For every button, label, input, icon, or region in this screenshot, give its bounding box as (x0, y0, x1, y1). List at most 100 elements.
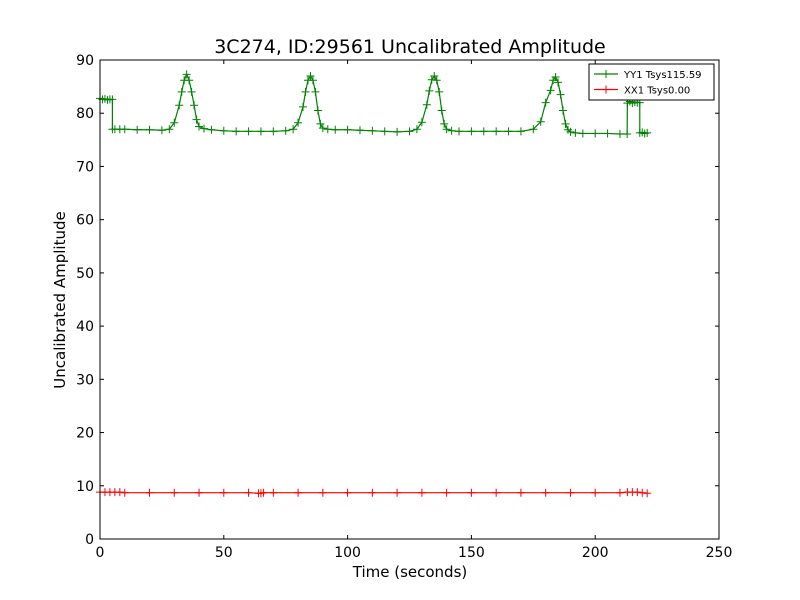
x-axis-label: Time (seconds) (352, 563, 468, 581)
data-point-marker (615, 129, 624, 138)
data-point-marker (187, 87, 196, 96)
data-point-marker (455, 127, 464, 136)
data-point-marker (467, 488, 476, 497)
data-point-marker (170, 118, 179, 127)
data-point-marker (492, 488, 501, 497)
data-point-marker (623, 129, 632, 138)
data-point-marker (435, 87, 444, 96)
data-point-marker (504, 127, 513, 136)
data-point-marker (368, 126, 377, 135)
data-point-marker (299, 102, 308, 111)
data-point-marker (259, 488, 268, 497)
legend-marker (602, 70, 610, 78)
data-point-marker (192, 115, 201, 124)
y-tick-label: 70 (76, 159, 94, 175)
data-point-marker (425, 86, 434, 95)
data-point-marker (430, 71, 439, 80)
data-point-marker (412, 125, 421, 134)
data-point-marker (559, 106, 568, 115)
data-point-marker (492, 127, 501, 136)
data-point-marker (232, 127, 241, 136)
data-point-marker (643, 128, 652, 137)
data-point-marker (316, 119, 325, 128)
axis-ticks: 0 50 100 150 200 250 0 10 20 30 40 50 60 70 80 90 (76, 53, 732, 561)
data-point-marker (244, 488, 253, 497)
y-tick-label: 10 (76, 479, 94, 495)
data-point-marker (393, 488, 402, 497)
data-point-marker (313, 106, 322, 115)
data-point-marker (432, 76, 441, 85)
data-point-marker (289, 125, 298, 134)
series-xx1 (96, 488, 652, 498)
data-point-marker (281, 126, 290, 135)
data-point-marker (638, 488, 647, 497)
legend-label: YY1 Tsys115.59 (623, 70, 702, 81)
data-point-marker (294, 118, 303, 127)
data-point-marker (318, 124, 327, 133)
data-point-marker (516, 127, 525, 136)
legend-box (588, 63, 715, 101)
data-point-marker (442, 125, 451, 134)
data-point-marker (269, 488, 278, 497)
data-point-marker (108, 95, 117, 104)
legend: YY1 Tsys115.59 XX1 Tsys0.00 (588, 63, 715, 101)
y-tick-label: 50 (76, 266, 94, 282)
plot-area (100, 60, 719, 539)
y-tick-label: 0 (85, 532, 94, 548)
data-point-marker (343, 488, 352, 497)
data-point-marker (157, 126, 166, 135)
data-point-marker (556, 90, 565, 99)
y-axis-label: Uncalibrated Amplitude (51, 211, 69, 388)
data-point-marker (442, 488, 451, 497)
data-point-marker (269, 127, 278, 136)
data-point-marker (447, 126, 456, 135)
legend-label: XX1 Tsys0.00 (624, 86, 690, 97)
data-point-marker (571, 128, 580, 137)
series-layer (96, 70, 652, 498)
data-point-marker (566, 127, 575, 136)
data-point-marker (603, 129, 612, 138)
data-point-marker (479, 127, 488, 136)
data-point-marker (190, 101, 199, 110)
data-point-marker (308, 76, 317, 85)
y-tick-label: 90 (76, 53, 94, 69)
legend-marker (602, 85, 610, 94)
data-point-marker (343, 125, 352, 134)
data-point-marker (219, 488, 228, 497)
data-point-marker (578, 129, 587, 138)
x-tick-label: 150 (458, 545, 485, 561)
data-point-marker (591, 488, 600, 497)
data-point-marker (207, 125, 216, 134)
y-tick-label: 20 (76, 426, 94, 442)
data-point-marker (467, 127, 476, 136)
data-point-marker (546, 86, 555, 95)
data-point-marker (643, 489, 652, 498)
data-point-marker (165, 125, 174, 134)
data-point-marker (256, 127, 265, 136)
x-tick-label: 200 (582, 545, 609, 561)
data-point-marker (133, 125, 142, 134)
data-point-marker (417, 488, 426, 497)
data-point-marker (219, 126, 228, 135)
data-point-marker (591, 129, 600, 138)
data-point-marker (199, 124, 208, 133)
data-point-marker (294, 488, 303, 497)
x-tick-label: 100 (334, 545, 361, 561)
data-point-marker (301, 87, 310, 96)
data-point-marker (405, 127, 414, 136)
series-line (100, 491, 648, 494)
data-point-marker (195, 122, 204, 131)
data-point-marker (529, 125, 538, 134)
data-point-marker (115, 488, 124, 497)
data-point-marker (551, 73, 560, 82)
data-point-marker (244, 127, 253, 136)
data-point-marker (615, 488, 624, 497)
series-yy1 (96, 70, 652, 138)
y-tick-label: 80 (76, 106, 94, 122)
y-tick-label: 40 (76, 319, 94, 335)
x-tick-label: 50 (215, 545, 233, 561)
data-point-marker (368, 488, 377, 497)
data-point-marker (318, 488, 327, 497)
data-point-marker (331, 125, 340, 134)
legend-items: YY1 Tsys115.59 XX1 Tsys0.00 (594, 70, 702, 97)
